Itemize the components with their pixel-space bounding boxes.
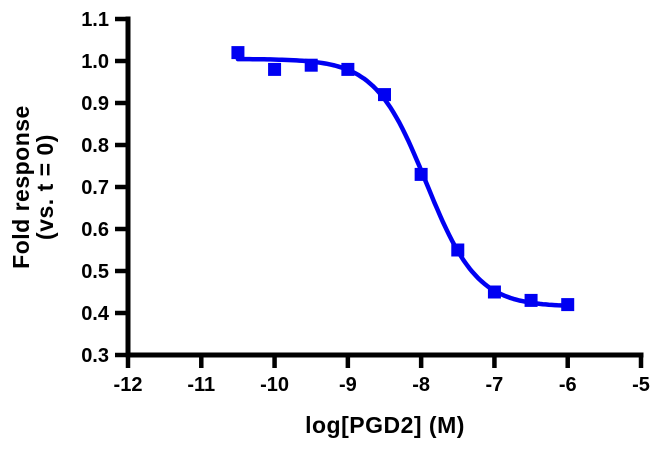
x-axis-title: log[PGD2] (M) bbox=[305, 412, 465, 438]
ticks-group bbox=[115, 16, 644, 368]
x-tick-label: -9 bbox=[339, 374, 357, 396]
x-tick-label: -7 bbox=[486, 374, 504, 396]
data-point-marker bbox=[341, 62, 355, 76]
data-point-marker bbox=[268, 62, 282, 76]
data-point-marker bbox=[561, 298, 575, 312]
x-tick-label: -5 bbox=[632, 374, 650, 396]
tick-labels-group: 0.3 0.4 0.5 0.6 0.7 0.8 0.9 1.0 1.1 -12 -11 -10 -9 -8… bbox=[81, 9, 650, 396]
data-point-marker bbox=[451, 243, 465, 257]
x-tick-label: -8 bbox=[412, 374, 430, 396]
x-tick-label: -10 bbox=[260, 374, 289, 396]
data-point-marker bbox=[304, 58, 318, 72]
data-point-marker bbox=[524, 293, 538, 307]
y-tick-label: 0.9 bbox=[81, 93, 109, 115]
y-axis-title-line1: Fold response bbox=[8, 105, 34, 269]
fit-curve bbox=[235, 56, 569, 308]
y-tick-label: 0.4 bbox=[81, 303, 110, 325]
x-tick-label: -6 bbox=[559, 374, 577, 396]
y-tick-label: 0.7 bbox=[81, 177, 109, 199]
x-tick-label: -12 bbox=[114, 374, 143, 396]
y-tick-label: 1.0 bbox=[81, 51, 109, 73]
y-tick-label: 1.1 bbox=[81, 9, 109, 31]
data-point-marker bbox=[487, 285, 501, 299]
y-tick-label: 0.6 bbox=[81, 219, 109, 241]
y-axis-title-line2: (vs. t = 0) bbox=[32, 134, 58, 240]
data-point-marker bbox=[378, 88, 391, 102]
data-point-marker bbox=[231, 46, 245, 60]
y-tick-label: 0.8 bbox=[81, 135, 109, 157]
data-point-marker bbox=[414, 167, 428, 181]
y-tick-label: 0.5 bbox=[81, 261, 109, 283]
x-tick-label: -11 bbox=[187, 374, 215, 396]
series-group bbox=[231, 46, 575, 312]
y-tick-label: 0.3 bbox=[81, 345, 109, 367]
